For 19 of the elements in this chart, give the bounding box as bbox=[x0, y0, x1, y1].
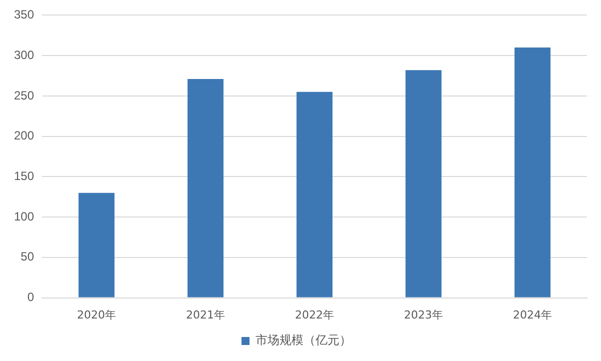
y-tick-label: 250 bbox=[14, 88, 34, 102]
y-tick-label: 300 bbox=[14, 48, 34, 62]
y-tick-label: 100 bbox=[14, 209, 34, 224]
y-tick-label: 50 bbox=[20, 250, 34, 264]
x-tick-label: 2022年 bbox=[295, 308, 334, 322]
bar bbox=[188, 78, 224, 298]
x-tick-label: 2020年 bbox=[77, 308, 116, 322]
x-tick-label: 2023年 bbox=[404, 308, 444, 322]
bar bbox=[406, 70, 442, 298]
legend-label: 市场规模（亿元） bbox=[256, 333, 352, 348]
bar bbox=[514, 47, 550, 298]
bar bbox=[296, 92, 332, 298]
x-tick-label: 2021年 bbox=[186, 308, 226, 322]
y-tick-label: 350 bbox=[14, 8, 34, 22]
y-tick-label: 0 bbox=[27, 290, 34, 304]
bar bbox=[78, 192, 115, 298]
x-tick-label: 2024年 bbox=[513, 308, 552, 322]
y-tick-label: 150 bbox=[14, 169, 34, 183]
y-tick-label: 200 bbox=[14, 128, 34, 143]
